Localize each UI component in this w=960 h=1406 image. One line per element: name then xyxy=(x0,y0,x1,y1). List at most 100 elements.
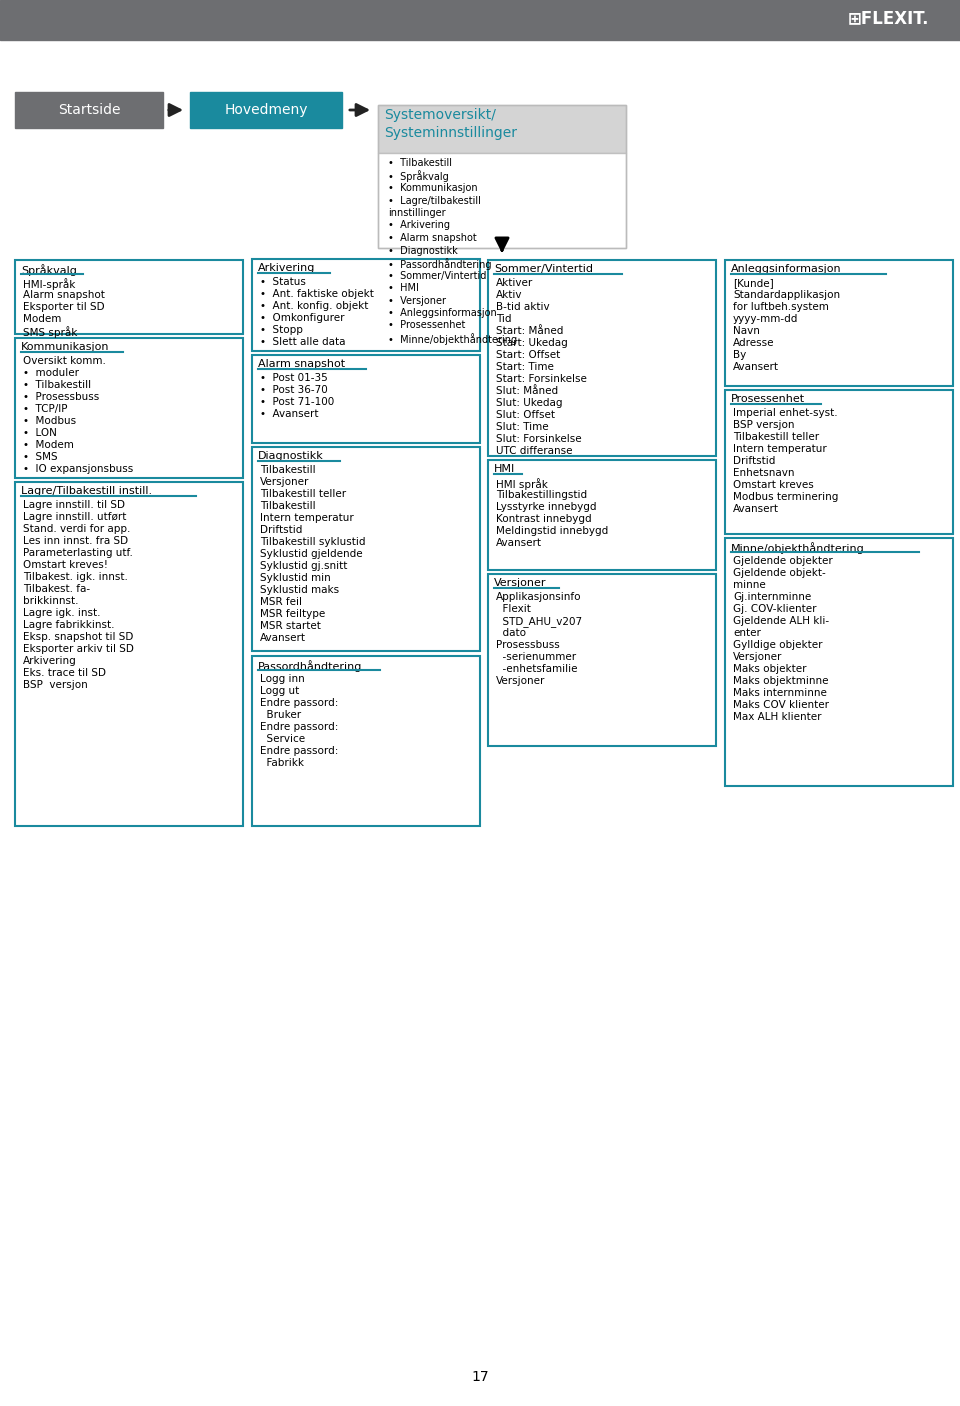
Bar xyxy=(15,337,243,478)
Text: Arkivering: Arkivering xyxy=(23,657,77,666)
Text: •  Tilbakestill: • Tilbakestill xyxy=(23,380,91,389)
Text: Startside: Startside xyxy=(58,103,120,117)
Bar xyxy=(252,447,480,651)
Text: Enhetsnavn: Enhetsnavn xyxy=(733,468,795,478)
Text: •  Sommer/Vintertid: • Sommer/Vintertid xyxy=(388,270,487,281)
Bar xyxy=(378,105,626,247)
Text: Driftstid: Driftstid xyxy=(733,456,776,465)
Text: yyyy-mm-dd: yyyy-mm-dd xyxy=(733,314,799,323)
Bar xyxy=(725,260,953,387)
Text: Service: Service xyxy=(260,734,305,744)
Text: Aktiver: Aktiver xyxy=(496,278,533,288)
Text: Tid: Tid xyxy=(496,314,512,323)
Text: •  Avansert: • Avansert xyxy=(260,409,319,419)
Text: Kontrast innebygd: Kontrast innebygd xyxy=(496,515,591,524)
Text: HMI-språk: HMI-språk xyxy=(23,278,76,290)
Text: Imperial enhet-syst.: Imperial enhet-syst. xyxy=(733,408,838,418)
Text: Avansert: Avansert xyxy=(260,633,306,643)
Text: Intern temperatur: Intern temperatur xyxy=(260,513,353,523)
Text: Versjoner: Versjoner xyxy=(496,676,545,686)
Text: Slut: Time: Slut: Time xyxy=(496,422,548,432)
Text: •  IO expansjonsbuss: • IO expansjonsbuss xyxy=(23,464,133,474)
Text: Lagre fabrikkinst.: Lagre fabrikkinst. xyxy=(23,620,114,630)
Text: •  Stopp: • Stopp xyxy=(260,325,302,335)
Text: Versjoner: Versjoner xyxy=(494,578,546,588)
Text: Omstart kreves: Omstart kreves xyxy=(733,479,814,491)
Text: •  moduler: • moduler xyxy=(23,368,79,378)
Text: •  Prosessbuss: • Prosessbuss xyxy=(23,392,99,402)
Bar xyxy=(252,657,480,825)
Text: Navn: Navn xyxy=(733,326,760,336)
Text: •  Passordhåndtering: • Passordhåndtering xyxy=(388,257,492,270)
Text: Slut: Offset: Slut: Offset xyxy=(496,411,555,420)
Text: Gylldige objekter: Gylldige objekter xyxy=(733,640,823,650)
Text: Start: Offset: Start: Offset xyxy=(496,350,561,360)
Text: Tilbakest. fa-
brikkinnst.: Tilbakest. fa- brikkinnst. xyxy=(23,583,90,606)
Text: Gjeldende objekter: Gjeldende objekter xyxy=(733,555,832,567)
Text: Syklustid min: Syklustid min xyxy=(260,574,331,583)
Text: for luftbeh.system: for luftbeh.system xyxy=(733,302,828,312)
Text: Adresse: Adresse xyxy=(733,337,775,349)
Text: Alarm snapshot: Alarm snapshot xyxy=(258,359,346,368)
Text: •  Prosessenhet: • Prosessenhet xyxy=(388,321,466,330)
Text: •  Minne/objekthåndtering: • Minne/objekthåndtering xyxy=(388,333,517,344)
Text: Maks objekter: Maks objekter xyxy=(733,664,806,673)
Text: Lagre innstill. utført: Lagre innstill. utført xyxy=(23,512,127,522)
Text: dato: dato xyxy=(496,628,526,638)
Text: Start: Forsinkelse: Start: Forsinkelse xyxy=(496,374,587,384)
Text: MSR startet: MSR startet xyxy=(260,621,321,631)
Text: [Kunde]: [Kunde] xyxy=(733,278,774,288)
Text: Kommunikasjon: Kommunikasjon xyxy=(21,342,109,352)
Text: Endre passord:: Endre passord: xyxy=(260,747,338,756)
Text: •  Status: • Status xyxy=(260,277,306,287)
Text: Tilbakestill teller: Tilbakestill teller xyxy=(733,432,819,441)
Text: Tilbakestill teller: Tilbakestill teller xyxy=(260,489,347,499)
Text: •  TCP/IP: • TCP/IP xyxy=(23,404,67,413)
Text: Hovedmeny: Hovedmeny xyxy=(225,103,308,117)
Text: STD_AHU_v207: STD_AHU_v207 xyxy=(496,616,582,627)
Text: Gj.internminne: Gj.internminne xyxy=(733,592,811,602)
Text: •  SMS: • SMS xyxy=(23,451,58,463)
Text: Flexit: Flexit xyxy=(496,605,531,614)
Text: Eksporter arkiv til SD: Eksporter arkiv til SD xyxy=(23,644,133,654)
Text: Tilbakest. igk. innst.: Tilbakest. igk. innst. xyxy=(23,572,128,582)
Bar xyxy=(15,260,243,335)
Text: •  Kommunikasjon: • Kommunikasjon xyxy=(388,183,478,193)
Text: Syklustid gj.snitt: Syklustid gj.snitt xyxy=(260,561,348,571)
Text: 17: 17 xyxy=(471,1369,489,1384)
Text: •  Versjoner: • Versjoner xyxy=(388,295,446,305)
Text: Start: Ukedag: Start: Ukedag xyxy=(496,337,567,349)
Text: Versjoner: Versjoner xyxy=(733,652,782,662)
Text: Logg inn: Logg inn xyxy=(260,673,304,683)
Text: Syklustid maks: Syklustid maks xyxy=(260,585,339,595)
Text: •  Slett alle data: • Slett alle data xyxy=(260,337,346,347)
Text: •  Diagnostikk: • Diagnostikk xyxy=(388,246,458,256)
Text: Avansert: Avansert xyxy=(733,503,779,515)
Text: •  HMI: • HMI xyxy=(388,283,419,292)
Text: Gjeldende objekt-
minne: Gjeldende objekt- minne xyxy=(733,568,826,591)
Text: Meldingstid innebygd: Meldingstid innebygd xyxy=(496,526,609,536)
Text: •  Arkivering: • Arkivering xyxy=(388,221,450,231)
Text: Prosessenhet: Prosessenhet xyxy=(731,394,805,404)
Bar xyxy=(488,460,716,569)
Bar xyxy=(488,260,716,456)
Text: •  LON: • LON xyxy=(23,427,57,439)
Text: Maks internminne: Maks internminne xyxy=(733,688,827,697)
Text: HMI språk: HMI språk xyxy=(496,478,548,489)
Text: Gjeldende ALH kli-
enter: Gjeldende ALH kli- enter xyxy=(733,616,829,638)
Text: •  Omkonfigurer: • Omkonfigurer xyxy=(260,314,345,323)
Bar xyxy=(378,105,626,153)
Text: Lagre igk. inst.: Lagre igk. inst. xyxy=(23,607,101,619)
Text: Passordhåndtering: Passordhåndtering xyxy=(258,659,362,672)
Bar xyxy=(15,91,163,128)
Text: Omstart kreves!: Omstart kreves! xyxy=(23,560,108,569)
Bar xyxy=(0,0,960,39)
Text: Aktiv: Aktiv xyxy=(496,290,522,299)
Text: •  Modem: • Modem xyxy=(23,440,74,450)
Bar xyxy=(252,354,480,443)
Text: Eksp. snapshot til SD: Eksp. snapshot til SD xyxy=(23,633,133,643)
Text: Start: Time: Start: Time xyxy=(496,361,554,373)
Bar xyxy=(488,574,716,747)
Text: SMS språk: SMS språk xyxy=(23,326,78,337)
Text: BSP  versjon: BSP versjon xyxy=(23,681,87,690)
